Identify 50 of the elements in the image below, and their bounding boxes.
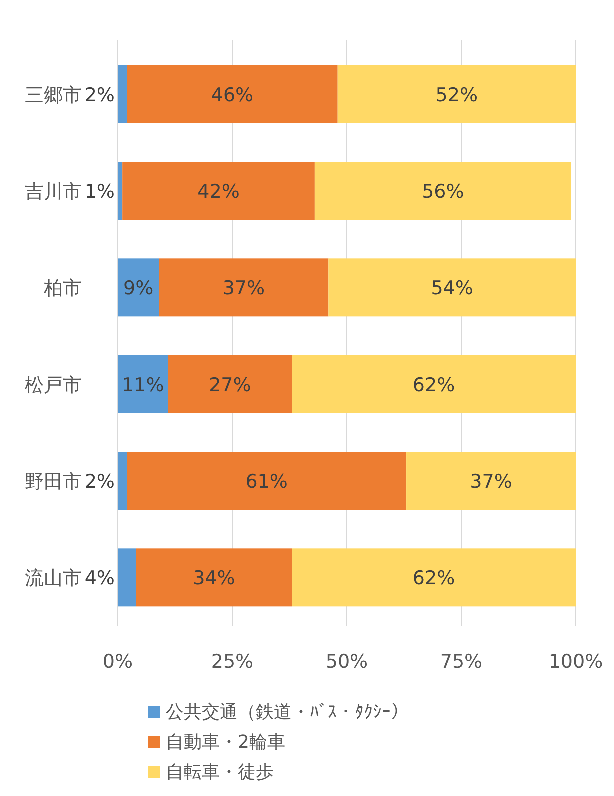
y-tick-label: 三郷市 [25,84,82,106]
x-tick-label: 50% [326,651,368,673]
bar [292,548,576,607]
y-tick-label: 野田市 [25,471,82,493]
bar [159,258,329,317]
data-label: 2% [84,471,115,493]
x-tick-label: 25% [211,651,254,673]
y-tick-label: 柏市 [43,278,82,300]
data-label: 52% [436,84,478,106]
data-label: 27% [209,374,252,396]
bar [314,162,572,220]
bar [127,452,407,510]
x-tick-label: 100% [548,651,604,673]
bar [292,355,576,414]
bar [406,452,576,510]
bar [168,355,292,414]
bar [328,258,576,317]
bar [122,162,315,220]
bar [118,548,136,607]
x-tick-label: 75% [440,651,483,673]
data-label: 34% [193,568,236,590]
legend-label: 自転車・徒歩 [166,762,274,783]
legend-label: 自動車・2輪車 [166,732,286,753]
data-label: 11% [122,374,164,396]
bar [127,65,338,124]
data-label: 61% [246,471,288,493]
data-label: 9% [124,278,154,300]
bar [136,548,292,607]
legend-label: 公共交通（鉄道・ﾊﾞｽ・ﾀｸｼｰ） [166,702,409,723]
y-tick-label: 流山市 [25,568,82,590]
data-label: 46% [211,84,254,106]
bar [118,452,128,510]
data-label: 37% [222,278,266,300]
bar [118,162,123,220]
y-tick-label: 松戸市 [25,374,82,396]
data-label: 4% [84,568,115,590]
data-label: 56% [422,181,464,203]
y-tick-label: 吉川市 [25,181,82,203]
bar [118,258,160,317]
bar [338,65,576,124]
bar [118,65,128,124]
data-label: 54% [431,278,474,300]
data-label: 37% [470,471,512,493]
data-label: 1% [84,181,115,203]
data-label: 62% [412,568,456,590]
data-label: 2% [84,84,115,106]
data-label: 62% [412,374,456,396]
data-label: 42% [198,181,240,203]
x-tick-label: 0% [102,651,134,673]
bar [118,355,168,414]
